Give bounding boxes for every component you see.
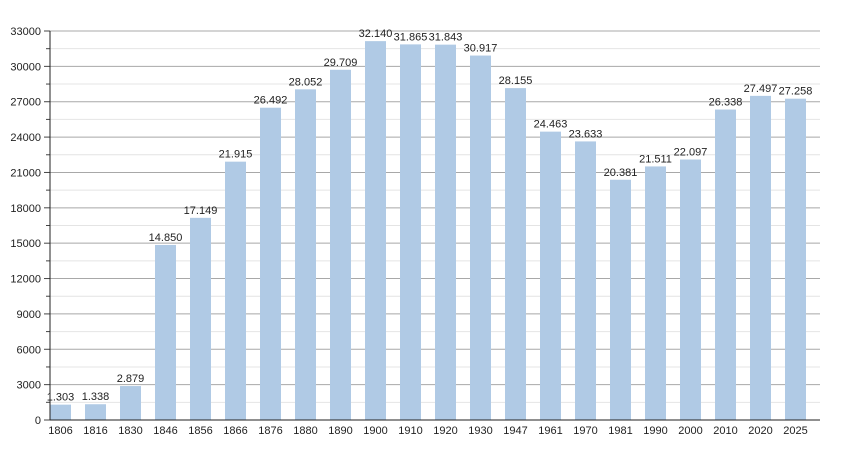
bar-1890 xyxy=(330,69,351,420)
bar-1947 xyxy=(505,88,526,420)
y-tick-label: 15000 xyxy=(10,238,41,250)
x-tick-label: 1981 xyxy=(608,425,632,437)
data-label: 28.155 xyxy=(499,75,533,87)
data-label: 27.497 xyxy=(744,83,778,95)
x-tick-label: 1806 xyxy=(48,425,72,437)
y-tick-label: 27000 xyxy=(10,97,41,109)
bar-1806 xyxy=(50,404,71,420)
y-tick-label: 6000 xyxy=(17,344,41,356)
x-tick-label: 1880 xyxy=(293,425,317,437)
data-label: 1.338 xyxy=(82,391,110,403)
bar-1866 xyxy=(225,161,246,420)
bar-2020 xyxy=(750,95,771,420)
bar-1930 xyxy=(470,55,491,421)
data-label: 21.511 xyxy=(639,153,672,165)
data-label: 21.915 xyxy=(219,149,253,161)
data-label: 26.492 xyxy=(254,95,288,107)
x-tick-label: 1961 xyxy=(538,425,562,437)
data-label: 2.879 xyxy=(117,373,145,385)
x-tick-label: 1910 xyxy=(398,425,422,437)
bar-1880 xyxy=(295,89,316,421)
bar-1910 xyxy=(400,44,421,420)
y-tick-label: 24000 xyxy=(10,132,41,144)
bar-1920 xyxy=(435,44,456,420)
x-tick-label: 1876 xyxy=(258,425,282,437)
data-label: 27.258 xyxy=(779,86,813,98)
y-tick-label: 12000 xyxy=(10,274,41,286)
x-tick-label: 2010 xyxy=(713,425,737,437)
bar-1981 xyxy=(610,179,631,420)
x-tick-label: 1970 xyxy=(573,425,597,437)
data-label: 31.843 xyxy=(429,32,463,44)
data-label: 24.463 xyxy=(534,119,568,131)
data-label: 14.850 xyxy=(149,232,183,244)
data-label: 31.865 xyxy=(394,31,428,43)
x-tick-label: 1866 xyxy=(223,425,247,437)
bar-1876 xyxy=(260,107,281,420)
x-tick-label: 1846 xyxy=(153,425,177,437)
bar-1990 xyxy=(645,166,666,420)
data-label: 20.381 xyxy=(604,167,638,179)
y-tick-label: 33000 xyxy=(10,26,41,38)
x-tick-label: 1947 xyxy=(503,425,527,437)
data-label: 23.633 xyxy=(569,128,603,140)
bar-1961 xyxy=(540,131,561,420)
bar-1970 xyxy=(575,141,596,420)
bar-2025 xyxy=(785,98,806,420)
bar-1816 xyxy=(85,404,106,420)
bar-1830 xyxy=(120,386,141,420)
y-tick-label: 3000 xyxy=(17,380,41,392)
bar-1900 xyxy=(365,41,386,421)
data-label: 32.140 xyxy=(359,28,393,40)
y-tick-label: 21000 xyxy=(10,167,41,179)
x-tick-label: 2000 xyxy=(678,425,702,437)
data-label: 1.303 xyxy=(47,392,75,404)
x-tick-label: 1900 xyxy=(363,425,387,437)
x-tick-label: 1856 xyxy=(188,425,212,437)
x-tick-label: 1816 xyxy=(83,425,107,437)
y-tick-label: 9000 xyxy=(17,309,41,321)
bar-2000 xyxy=(680,159,701,420)
data-label: 22.097 xyxy=(674,147,708,159)
y-tick-label: 30000 xyxy=(10,61,41,73)
data-label: 26.338 xyxy=(709,97,743,109)
x-tick-label: 1830 xyxy=(118,425,142,437)
x-tick-label: 2025 xyxy=(783,425,807,437)
data-label: 28.052 xyxy=(289,76,323,88)
x-tick-label: 1920 xyxy=(433,425,457,437)
bar-1856 xyxy=(190,217,211,420)
x-tick-label: 1930 xyxy=(468,425,492,437)
bar-2010 xyxy=(715,109,736,420)
bar-1846 xyxy=(155,244,176,420)
data-label: 17.149 xyxy=(184,205,218,217)
y-tick-label: 0 xyxy=(35,415,41,427)
x-tick-label: 1990 xyxy=(643,425,667,437)
data-label: 30.917 xyxy=(464,43,498,55)
y-tick-label: 18000 xyxy=(10,203,41,215)
x-tick-label: 2020 xyxy=(748,425,772,437)
x-tick-label: 1890 xyxy=(328,425,352,437)
data-label: 29.709 xyxy=(324,57,358,69)
